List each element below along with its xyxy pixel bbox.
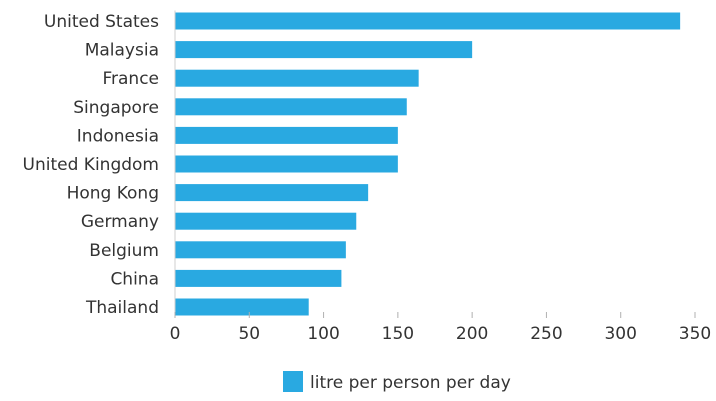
bar-germany <box>175 212 357 230</box>
x-tick-label-200: 200 <box>456 324 488 344</box>
bar-united-kingdom <box>175 155 398 173</box>
category-label-singapore: Singapore <box>73 98 159 118</box>
legend-swatch <box>283 371 303 392</box>
bar-hong-kong <box>175 184 369 202</box>
bar-china <box>175 269 342 287</box>
category-label-germany: Germany <box>81 212 159 232</box>
bar-indonesia <box>175 126 398 144</box>
bar-thailand <box>175 298 309 316</box>
legend: litre per person per day <box>283 371 511 393</box>
category-labels: United States Malaysia France Singapore Indo… <box>23 12 160 318</box>
category-label-hong-kong: Hong Kong <box>67 184 159 204</box>
x-tick-label-0: 0 <box>170 324 181 344</box>
bar-france <box>175 69 419 87</box>
category-label-thailand: Thailand <box>85 298 159 318</box>
x-tick-label-250: 250 <box>530 324 562 344</box>
x-tick-label-350: 350 <box>679 324 711 344</box>
x-axis: 0 50 100 150 200 250 300 350 <box>170 10 711 344</box>
category-label-malaysia: Malaysia <box>85 41 159 61</box>
bar-singapore <box>175 98 407 116</box>
legend-label: litre per person per day <box>310 373 511 393</box>
bar-united-states <box>175 12 681 30</box>
category-label-indonesia: Indonesia <box>77 126 159 146</box>
category-label-france: France <box>102 69 159 89</box>
x-tick-label-100: 100 <box>307 324 339 344</box>
bar-belgium <box>175 241 346 259</box>
bars <box>175 12 681 316</box>
category-label-china: China <box>110 269 159 289</box>
x-tick-label-150: 150 <box>382 324 414 344</box>
category-label-belgium: Belgium <box>89 241 159 261</box>
x-tick-label-300: 300 <box>604 324 636 344</box>
category-label-united-kingdom: United Kingdom <box>23 155 159 175</box>
bar-malaysia <box>175 41 473 59</box>
x-tick-label-50: 50 <box>238 324 260 344</box>
category-label-united-states: United States <box>44 12 159 32</box>
